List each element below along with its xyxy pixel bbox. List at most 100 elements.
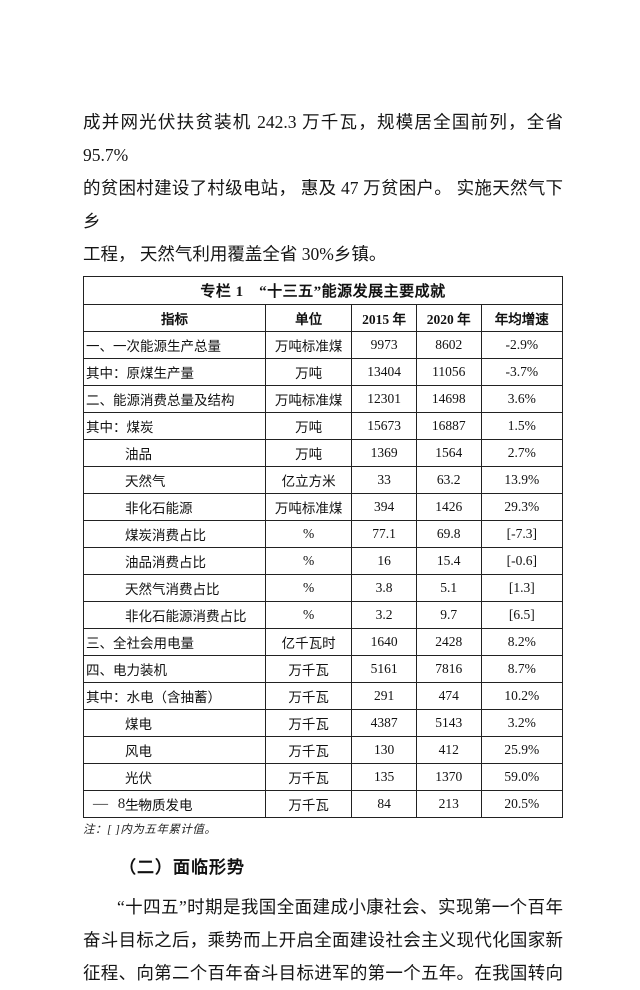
value-2015-cell: 3.2 [351, 601, 417, 629]
value-2020-cell: 14698 [415, 385, 482, 413]
indicator-cell: 风电 [82, 736, 267, 764]
table-header-row: 指标 单位 2015 年 2020 年 年均增速 [82, 304, 564, 332]
indicator-cell: 其中：煤炭 [82, 412, 267, 440]
growth-cell: [-7.3] [480, 520, 564, 548]
page-number: — 8 — [93, 796, 153, 812]
value-2020-cell: 15.4 [415, 547, 482, 575]
indicator-cell: 一、一次能源生产总量 [82, 331, 267, 359]
header-growth: 年均增速 [480, 304, 564, 332]
indicator-cell: 光伏 [82, 763, 267, 791]
unit-cell: % [265, 601, 353, 629]
table-row: 非化石能源 万吨标准煤 394 1426 29.3% [82, 493, 564, 521]
table-row: 生物质发电 万千瓦 84 213 20.5% [82, 790, 564, 818]
indicator-cell: 非化石能源消费占比 [82, 601, 267, 629]
paragraph-line: 奋斗目标之后，乘势而上开启全面建设社会主义现代化国家新 [83, 930, 563, 950]
value-2015-cell: 1640 [351, 628, 417, 656]
paragraph-line: 征程、向第二个百年奋斗目标进军的第一个五年。在我国转向 [83, 963, 563, 983]
unit-cell: % [265, 547, 353, 575]
table-title: 专栏 1 “十三五”能源发展主要成就 [83, 276, 563, 305]
growth-cell: 3.6% [480, 385, 564, 413]
value-2020-cell: 5143 [415, 709, 482, 737]
value-2020-cell: 9.7 [415, 601, 482, 629]
page-content: 成并网光伏扶贫装机 242.3 万千瓦，规模居全国前列，全省 95.7% 的贫困… [82, 106, 564, 990]
unit-cell: 万吨 [265, 412, 353, 440]
table-body: 一、一次能源生产总量 万吨标准煤 9973 8602 -2.9% 其中：原煤生产… [82, 331, 564, 818]
indicator-cell: 四、电力装机 [82, 655, 267, 683]
growth-cell: 25.9% [480, 736, 564, 764]
value-2020-cell: 16887 [415, 412, 482, 440]
growth-cell: [-0.6] [480, 547, 564, 575]
unit-cell: 亿千瓦时 [265, 628, 353, 656]
unit-cell: % [265, 574, 353, 602]
unit-cell: 万吨 [265, 358, 353, 386]
section-heading: （二）面临形势 [119, 858, 245, 877]
unit-cell: 万千瓦 [265, 763, 353, 791]
table-row: 非化石能源消费占比 % 3.2 9.7 [6.5] [82, 601, 564, 629]
header-unit: 单位 [265, 304, 353, 332]
growth-cell: 29.3% [480, 493, 564, 521]
indicator-cell: 煤炭消费占比 [82, 520, 267, 548]
value-2020-cell: 2428 [415, 628, 482, 656]
unit-cell: 万千瓦 [265, 736, 353, 764]
header-2020: 2020 年 [415, 304, 482, 332]
table-row: 煤电 万千瓦 4387 5143 3.2% [82, 709, 564, 737]
growth-cell: 1.5% [480, 412, 564, 440]
indicator-cell: 天然气 [82, 466, 267, 494]
indicator-cell: 天然气消费占比 [82, 574, 267, 602]
value-2015-cell: 12301 [351, 385, 417, 413]
growth-cell: [1.3] [480, 574, 564, 602]
value-2015-cell: 130 [351, 736, 417, 764]
indicator-cell: 二、能源消费总量及结构 [82, 385, 267, 413]
value-2020-cell: 412 [415, 736, 482, 764]
paragraph-line: 的贫困村建设了村级电站， 惠及 47 万贫困户。 实施天然气下乡 [83, 178, 563, 231]
unit-cell: 万吨标准煤 [265, 385, 353, 413]
value-2015-cell: 13404 [351, 358, 417, 386]
intro-paragraph: 成并网光伏扶贫装机 242.3 万千瓦，规模居全国前列，全省 95.7% 的贫困… [83, 106, 563, 271]
table-row: 光伏 万千瓦 135 1370 59.0% [82, 763, 564, 791]
growth-cell: 3.2% [480, 709, 564, 737]
value-2015-cell: 33 [351, 466, 417, 494]
value-2015-cell: 291 [351, 682, 417, 710]
value-2020-cell: 63.2 [415, 466, 482, 494]
growth-cell: [6.5] [480, 601, 564, 629]
indicator-cell: 三、全社会用电量 [82, 628, 267, 656]
document-page: { "intro_paragraph": { "lines": [ "成并网光伏… [82, 112, 564, 983]
achievements-table: 专栏 1 “十三五”能源发展主要成就 指标 单位 2015 年 2020 年 年… [82, 276, 564, 818]
unit-cell: 万千瓦 [265, 655, 353, 683]
growth-cell: -2.9% [480, 331, 564, 359]
value-2020-cell: 1370 [415, 763, 482, 791]
value-2015-cell: 16 [351, 547, 417, 575]
header-2015: 2015 年 [351, 304, 417, 332]
unit-cell: 万吨标准煤 [265, 331, 353, 359]
table-row: 风电 万千瓦 130 412 25.9% [82, 736, 564, 764]
paragraph-line: 成并网光伏扶贫装机 242.3 万千瓦，规模居全国前列，全省 95.7% [83, 112, 563, 165]
table-row: 三、全社会用电量 亿千瓦时 1640 2428 8.2% [82, 628, 564, 656]
indicator-cell: 其中：原煤生产量 [82, 358, 267, 386]
table-row: 二、能源消费总量及结构 万吨标准煤 12301 14698 3.6% [82, 385, 564, 413]
value-2015-cell: 3.8 [351, 574, 417, 602]
unit-cell: 万千瓦 [265, 682, 353, 710]
value-2015-cell: 4387 [351, 709, 417, 737]
paragraph-line: “十四五”时期是我国全面建成小康社会、实现第一个百年 [117, 897, 563, 917]
indicator-cell: 油品 [82, 439, 267, 467]
value-2020-cell: 1426 [415, 493, 482, 521]
indicator-cell: 油品消费占比 [82, 547, 267, 575]
value-2015-cell: 1369 [351, 439, 417, 467]
growth-cell: 8.7% [480, 655, 564, 683]
indicator-cell: 煤电 [82, 709, 267, 737]
value-2020-cell: 69.8 [415, 520, 482, 548]
value-2020-cell: 7816 [415, 655, 482, 683]
table-row: 煤炭消费占比 % 77.1 69.8 [-7.3] [82, 520, 564, 548]
value-2020-cell: 213 [415, 790, 482, 818]
table-row: 油品消费占比 % 16 15.4 [-0.6] [82, 547, 564, 575]
growth-cell: 13.9% [480, 466, 564, 494]
table-row: 天然气 亿立方米 33 63.2 13.9% [82, 466, 564, 494]
header-indicator: 指标 [82, 304, 267, 332]
value-2020-cell: 1564 [415, 439, 482, 467]
value-2015-cell: 394 [351, 493, 417, 521]
value-2015-cell: 15673 [351, 412, 417, 440]
unit-cell: 万千瓦 [265, 790, 353, 818]
growth-cell: 20.5% [480, 790, 564, 818]
unit-cell: 万千瓦 [265, 709, 353, 737]
unit-cell: 万吨 [265, 439, 353, 467]
